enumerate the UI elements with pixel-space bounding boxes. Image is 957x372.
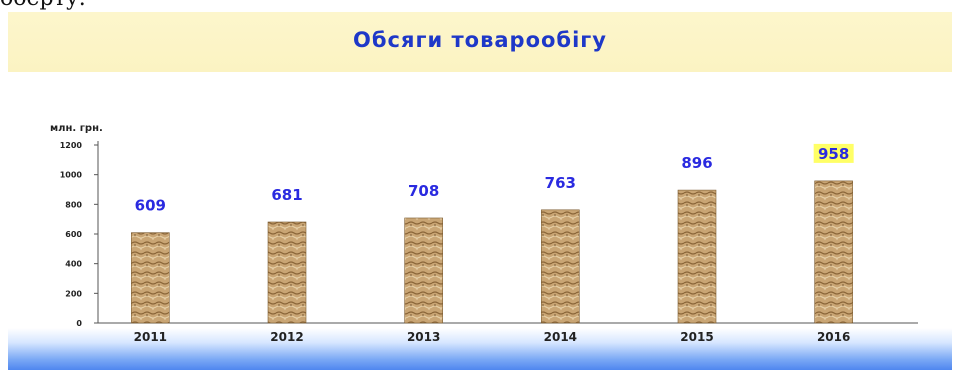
y-axis-unit-label: млн. грн. (50, 123, 103, 134)
y-tick-label: 400 (65, 260, 82, 269)
bar (131, 232, 170, 324)
bar (677, 189, 717, 324)
bottom-gradient-band (8, 328, 952, 370)
value-label: 708 (408, 182, 439, 200)
category-label: 2013 (407, 330, 440, 344)
title-band: Обсяги товарообігу (8, 12, 952, 72)
value-label: 681 (271, 186, 302, 204)
bar (267, 221, 307, 324)
category-label: 2016 (817, 330, 850, 344)
value-label: 958 (818, 145, 849, 163)
y-tick-label: 1200 (60, 141, 83, 150)
bar (404, 217, 443, 324)
y-tick-label: 0 (76, 319, 82, 328)
category-label: 2014 (544, 330, 577, 344)
category-label: 2011 (134, 330, 167, 344)
value-label: 896 (681, 154, 712, 172)
y-tick-label: 200 (65, 289, 82, 298)
value-label: 609 (135, 197, 166, 215)
y-tick-label: 600 (65, 230, 82, 239)
y-tick-label: 800 (65, 200, 82, 209)
category-label: 2015 (680, 330, 713, 344)
value-label: 763 (545, 174, 576, 192)
value-label-highlight (813, 143, 854, 163)
top-text-fragment: оберту. (0, 0, 86, 11)
y-tick-label: 1000 (60, 171, 83, 180)
chart-title: Обсяги товарообігу (353, 28, 607, 52)
bar (814, 180, 853, 324)
category-label: 2012 (270, 330, 303, 344)
bar (541, 209, 580, 324)
